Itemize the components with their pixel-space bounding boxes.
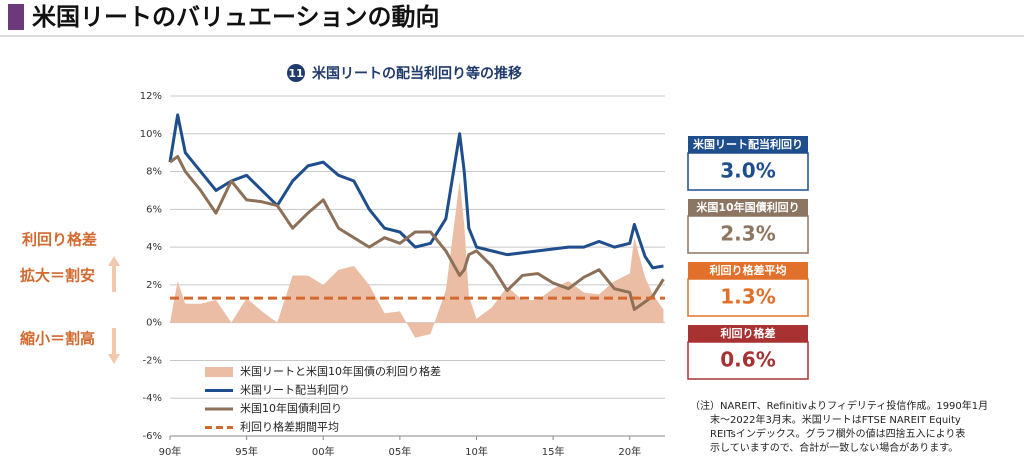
- panel-header: [688, 136, 808, 153]
- panel-title: 利回り格差: [721, 326, 776, 340]
- y-tick-label: 6%: [146, 204, 162, 215]
- x-tick-label: 00年: [312, 445, 335, 458]
- annotation: 縮小＝割高: [20, 330, 95, 348]
- y-tick-label: 10%: [140, 129, 162, 140]
- badge-text: 11: [288, 67, 303, 80]
- x-tick-label: 95年: [235, 445, 258, 458]
- x-tick-label: 15年: [542, 445, 565, 458]
- note-line: 末～2022年3月末。米国リートはFTSE NAREIT Equity: [710, 413, 961, 426]
- legend-label: 米国リートと米国10年国債の利回り格差: [240, 364, 441, 378]
- panel-value: 0.6%: [720, 348, 775, 372]
- panel-title: 利回り格差平均: [710, 263, 787, 277]
- x-tick-label: 10年: [465, 445, 488, 458]
- arrow-down: [108, 328, 120, 364]
- x-tick-label: 20年: [618, 445, 641, 458]
- badge: [287, 64, 305, 82]
- y-tick-label: 0%: [146, 318, 162, 329]
- y-tick-label: -6%: [143, 431, 162, 442]
- panel-box: [687, 215, 809, 254]
- y-tick-label: -2%: [143, 355, 162, 366]
- y-tick-label: 8%: [146, 167, 162, 178]
- annotation: 拡大＝割安: [20, 267, 95, 285]
- panel-box: [687, 278, 809, 317]
- page-title: 米国リートのバリュエーションの動向: [32, 3, 440, 31]
- panel-header: [688, 325, 808, 342]
- legend-label: 米国リート配当利回り: [240, 383, 350, 397]
- panel-value: 1.3%: [720, 285, 775, 309]
- x-tick-label: 05年: [389, 445, 412, 458]
- arrow-up: [108, 256, 120, 292]
- panel-title: 米国リート配当利回り: [692, 137, 803, 151]
- chart-title: 米国リートの配当利回り等の推移: [312, 65, 522, 82]
- title-marker: [8, 4, 24, 30]
- x-tick-label: 90年: [159, 445, 182, 458]
- spread-area: [170, 181, 664, 338]
- panel-title: 米国10年国債利回り: [695, 200, 799, 214]
- note-line: 示していますので、合計が一致しない場合があります。: [710, 441, 958, 454]
- legend-label: 利回り格差期間平均: [240, 420, 339, 434]
- y-tick-label: 12%: [140, 91, 162, 102]
- panel-header: [688, 262, 808, 279]
- y-tick-label: 2%: [146, 280, 162, 291]
- note-line: REITsインデックス。グラフ欄外の値は四捨五入により表: [710, 427, 965, 440]
- series-line: [169, 154, 665, 311]
- series-line: [168, 113, 664, 270]
- panel-box: [687, 152, 809, 191]
- y-tick-label: -4%: [143, 393, 162, 404]
- legend-label: 米国10年国債利回り: [240, 401, 342, 415]
- note: （注）NAREIT、Refinitivよりフィデリティ投信作成。1990年1月末…: [690, 399, 988, 454]
- panel-header: [688, 199, 808, 216]
- y-tick-label: 4%: [146, 242, 162, 253]
- panel-box: [687, 341, 809, 380]
- note-line: （注）NAREIT、Refinitivよりフィデリティ投信作成。1990年1月: [690, 399, 988, 412]
- annotation: 利回り格差: [22, 231, 97, 249]
- panel-value: 2.3%: [720, 222, 775, 246]
- panel-value: 3.0%: [720, 159, 775, 183]
- legend-swatch: [205, 367, 233, 377]
